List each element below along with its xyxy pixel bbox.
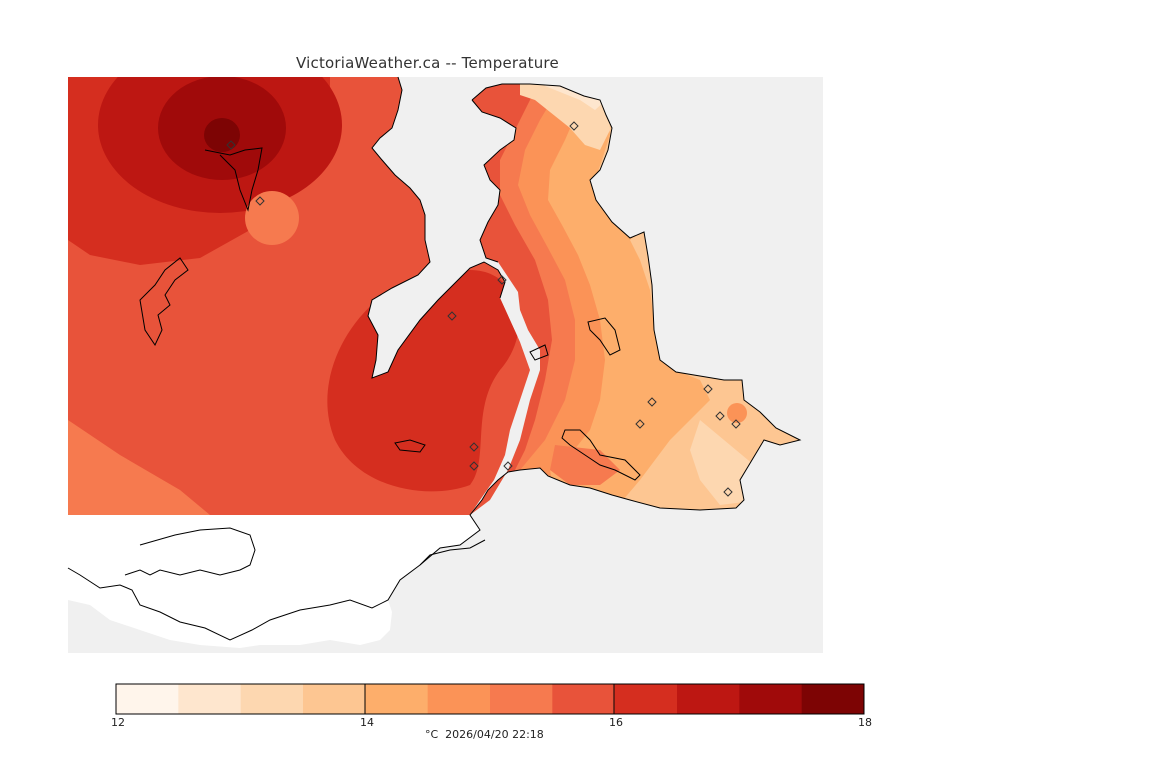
chart-title: VictoriaWeather.ca -- Temperature [296, 54, 559, 72]
legend-swatch [677, 684, 740, 714]
legend-swatch [240, 684, 304, 714]
station-marker [569, 121, 579, 131]
station-marker [226, 140, 236, 150]
legend-tick-18: 18 [858, 716, 872, 729]
station-marker [715, 411, 725, 421]
station-markers [226, 121, 741, 497]
legend-swatch [552, 684, 616, 714]
station-marker [731, 419, 741, 429]
station-marker [497, 275, 507, 285]
legend-tick-12: 12 [111, 716, 125, 729]
legend-swatch [427, 684, 491, 714]
legend-tick-16: 16 [609, 716, 623, 729]
legend-swatch [178, 684, 242, 714]
legend-swatch [801, 684, 865, 714]
legend-swatch [303, 684, 366, 714]
station-marker [255, 196, 265, 206]
legend-swatch [116, 684, 179, 714]
water-area-southeast [68, 568, 392, 648]
station-marker [703, 384, 713, 394]
coastline [67, 76, 802, 641]
legend-swatch [490, 684, 553, 714]
station-marker [723, 487, 733, 497]
legend-tick-14: 14 [360, 716, 374, 729]
legend-swatch [614, 684, 678, 714]
station-marker [469, 461, 479, 471]
station-marker [469, 442, 479, 452]
legend-swatch [365, 684, 429, 714]
station-marker [503, 461, 513, 471]
station-marker [447, 311, 457, 321]
legend-ticks [115, 684, 865, 714]
water-area [68, 515, 480, 640]
legend-colorbar [116, 684, 865, 714]
station-marker [635, 419, 645, 429]
legend-swatch [739, 684, 803, 714]
station-marker [647, 397, 657, 407]
legend-units-time: °C 2026/04/20 22:18 [425, 728, 544, 741]
